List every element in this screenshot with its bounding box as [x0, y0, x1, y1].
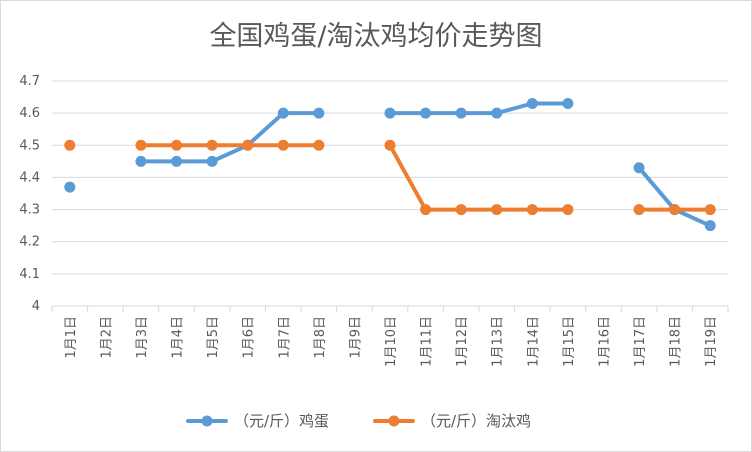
- x-tick-label: 1月12日: [455, 316, 470, 367]
- series-1-point: [384, 139, 396, 151]
- series-0-point: [562, 98, 574, 109]
- x-tick-label: 1月6日: [242, 316, 257, 359]
- series-0-point: [135, 155, 147, 167]
- series-1-point: [135, 139, 147, 151]
- x-tick-label: 1月8日: [313, 316, 328, 359]
- series-1-point: [455, 204, 467, 216]
- series-1-point: [633, 204, 645, 216]
- series-0-point: [313, 107, 325, 119]
- series-line-0: [388, 101, 570, 116]
- series-line-1: [388, 143, 570, 212]
- series-0-point: [64, 181, 76, 193]
- legend-marker-1: [388, 415, 400, 427]
- legend-marker-0: [201, 415, 213, 427]
- series-0-point: [491, 107, 503, 119]
- series-0-point: [633, 162, 645, 174]
- series-0-point: [171, 155, 183, 167]
- x-tick-label: 1月13日: [491, 316, 506, 367]
- series-1-point: [704, 204, 716, 216]
- series-0-point: [704, 220, 716, 232]
- x-tick-label: 1月11日: [420, 316, 435, 367]
- x-tick-label: 1月9日: [348, 316, 363, 359]
- y-tick-label: 4.6: [19, 106, 40, 121]
- x-tick-label: 1月5日: [206, 316, 221, 359]
- x-tick-label: 1月18日: [669, 316, 684, 367]
- series-1-point: [669, 204, 681, 216]
- x-tick-label: 1月17日: [633, 316, 648, 367]
- y-tick-label: 4.3: [19, 203, 40, 218]
- y-tick-label: 4.5: [19, 138, 40, 153]
- series-1-point: [277, 139, 289, 151]
- series-1-point: [420, 204, 432, 216]
- series-1-point: [64, 139, 76, 151]
- x-tick-label: 1月16日: [597, 316, 612, 367]
- x-tick-label: 1月19日: [704, 316, 719, 367]
- y-tick-label: 4.7: [19, 74, 40, 89]
- x-tick-label: 1月1日: [64, 316, 79, 359]
- x-tick-label: 1月2日: [99, 316, 114, 359]
- x-tick-label: 1月3日: [135, 316, 150, 359]
- series-1-point: [562, 204, 574, 216]
- x-tick-label: 1月15日: [562, 316, 577, 367]
- x-tick-label: 1月14日: [526, 316, 541, 367]
- y-tick-label: 4: [32, 299, 40, 314]
- series-0-point: [206, 155, 218, 167]
- series-1-point: [313, 139, 325, 151]
- series-1-point: [171, 139, 183, 151]
- legend-label-1: （元/斤）淘汰鸡: [421, 412, 531, 430]
- series-1-point: [491, 204, 503, 216]
- y-tick-label: 4.1: [19, 267, 40, 282]
- x-tick-label: 1月7日: [277, 316, 292, 359]
- series-1-point: [526, 204, 538, 216]
- series-line-0: [637, 165, 713, 228]
- x-tick-label: 1月4日: [171, 316, 186, 359]
- legend-label-0: （元/斤）鸡蛋: [234, 412, 329, 430]
- y-tick-label: 4.4: [19, 170, 40, 185]
- series-line-0: [138, 111, 321, 164]
- series-0-point: [420, 107, 432, 119]
- series-0-point: [526, 98, 538, 109]
- series-1-point: [206, 139, 218, 151]
- series-0-point: [277, 107, 289, 119]
- y-tick-label: 4.2: [19, 235, 40, 250]
- chart-title: 全国鸡蛋/淘汰鸡均价走势图: [209, 21, 543, 52]
- series-0-point: [455, 107, 467, 119]
- series-0-point: [384, 107, 396, 119]
- series-1-point: [242, 139, 254, 151]
- x-tick-label: 1月10日: [384, 316, 399, 367]
